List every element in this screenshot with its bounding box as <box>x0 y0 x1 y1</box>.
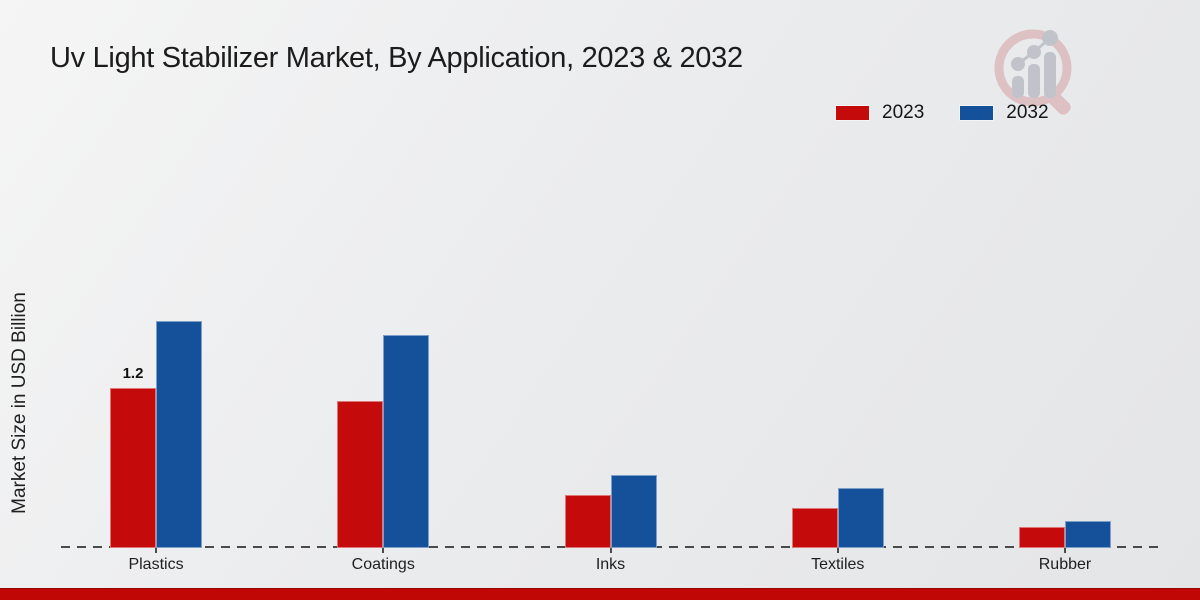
category-label-inks: Inks <box>595 556 626 573</box>
bar-value-label: 1.2 <box>122 365 144 382</box>
legend-swatch-2023 <box>836 106 869 120</box>
x-axis-tick <box>155 548 157 553</box>
legend-item-2032: 2032 <box>960 102 1049 124</box>
magnifier-chart-logo-icon <box>994 29 1072 115</box>
legend-item-2023: 2023 <box>836 102 924 124</box>
category-label-plastics: Plastics <box>128 556 184 573</box>
legend-swatch-2032 <box>960 106 994 120</box>
bar-2032-inks <box>610 475 657 548</box>
x-axis-tick <box>1064 548 1066 553</box>
legend-label-2023: 2023 <box>882 102 925 123</box>
bar-2032-coatings <box>383 335 430 548</box>
y-axis-label: Market Size in USD Billion <box>9 292 30 514</box>
legend-label-2032: 2032 <box>1006 102 1049 123</box>
bar-2032-textiles <box>837 488 884 548</box>
chart-title: Uv Light Stabilizer Market, By Applicati… <box>50 42 743 74</box>
x-axis-tick <box>836 548 839 553</box>
bar-2023-inks <box>564 495 611 548</box>
x-axis-tick <box>609 548 612 553</box>
bar-2023-textiles <box>791 508 838 548</box>
bar-2023-rubber <box>1019 527 1065 548</box>
bar-2023-plastics <box>110 388 156 548</box>
bar-2032-plastics <box>156 321 202 548</box>
bar-2023-coatings <box>337 401 384 548</box>
x-axis-tick <box>382 548 385 553</box>
category-label-rubber: Rubber <box>1038 556 1092 573</box>
legend: 2023 2032 <box>836 102 1049 124</box>
category-label-textiles: Textiles <box>811 556 865 573</box>
category-label-coatings: Coatings <box>351 556 415 573</box>
bar-2032-rubber <box>1065 521 1111 548</box>
footer-accent-bar <box>0 588 1200 600</box>
